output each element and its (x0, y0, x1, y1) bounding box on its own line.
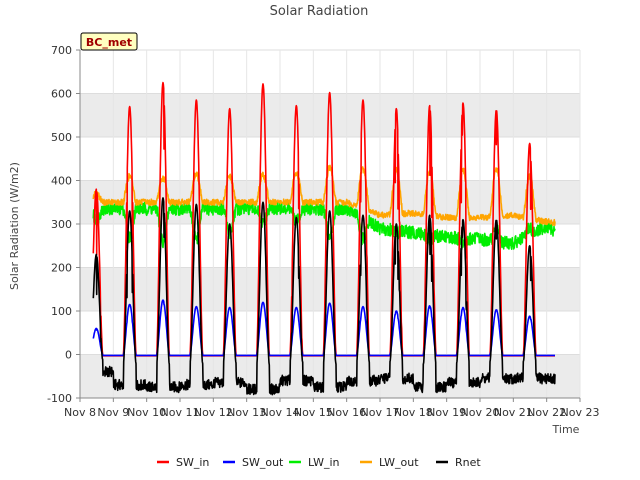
legend-label: LW_out (379, 456, 419, 469)
chart-title: Solar Radiation (270, 4, 369, 19)
series-line-lw-in (92, 201, 556, 251)
series-line-lw-out (92, 164, 556, 227)
x-tick-label: Nov 8 (64, 406, 96, 419)
legend: SW_in SW_out LW_in LW_out Rnet (157, 456, 481, 469)
x-tick-label: Nov 12 (194, 406, 233, 419)
x-tick-label: Nov 11 (161, 406, 200, 419)
y-tick-label: 100 (51, 305, 72, 318)
x-tick-label: Nov 23 (561, 406, 600, 419)
station-badge: BC_met (80, 32, 138, 51)
legend-label: LW_in (308, 456, 340, 469)
y-tick-label: 400 (51, 175, 72, 188)
y-tick-label: 300 (51, 218, 72, 231)
x-tick-label: Nov 15 (294, 406, 333, 419)
y-tick-label: 500 (51, 131, 72, 144)
y-tick-label: 700 (51, 44, 72, 57)
legend-item-lw-out: LW_out (360, 456, 419, 469)
legend-item-lw-in: LW_in (289, 456, 340, 469)
x-tick-label: Nov 18 (394, 406, 433, 419)
x-tick-label: Nov 14 (261, 406, 300, 419)
x-axis-label: Time (552, 423, 580, 436)
x-tick-label: Nov 19 (427, 406, 466, 419)
legend-item-sw-in: SW_in (157, 456, 209, 469)
x-tick-label: Nov 13 (227, 406, 266, 419)
station-badge-text: BC_met (86, 36, 132, 49)
x-tick-label: Nov 16 (327, 406, 366, 419)
y-axis-label: Solar Radiation (W/m2) (8, 162, 21, 290)
legend-item-rnet: Rnet (436, 456, 481, 469)
y-tick-label: 0 (65, 349, 72, 362)
series-layer (92, 81, 556, 396)
plot-band (80, 354, 580, 398)
x-tick-label: Nov 9 (97, 406, 129, 419)
legend-item-sw-out: SW_out (223, 456, 284, 469)
station-badge-box (80, 32, 138, 51)
x-tick-label: Nov 22 (527, 406, 566, 419)
legend-label: Rnet (455, 456, 481, 469)
y-tick-label: 200 (51, 262, 72, 275)
y-tick-label: -100 (47, 392, 72, 405)
legend-label: SW_in (176, 456, 209, 469)
legend-label: SW_out (242, 456, 284, 469)
x-tick-label: Nov 17 (361, 406, 400, 419)
series-line-rnet (92, 197, 556, 396)
x-tick-label: Nov 20 (461, 406, 500, 419)
x-tick-label: Nov 21 (494, 406, 533, 419)
x-tick-label: Nov 10 (127, 406, 166, 419)
y-tick-label: 600 (51, 88, 72, 101)
